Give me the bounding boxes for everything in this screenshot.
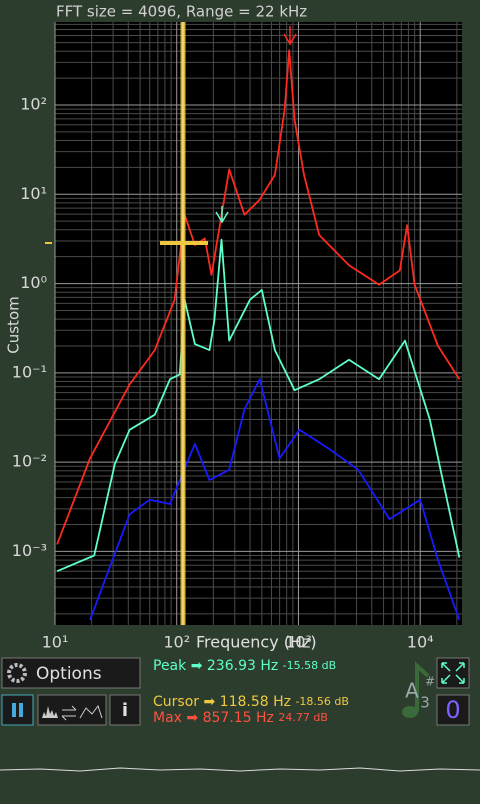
y-tick-label: 10²	[20, 94, 47, 113]
note-indicator: A # 3	[402, 661, 435, 718]
max-freq: 857.15 Hz	[203, 710, 274, 726]
note-octave: 3	[420, 694, 430, 712]
cursor-label: Cursor	[153, 694, 199, 710]
series-lines	[56, 49, 461, 621]
info-label[interactable]: i	[122, 700, 128, 721]
y-tick-label: 10⁻²	[12, 452, 47, 471]
cursor-freq: 118.58 Hz	[220, 694, 291, 710]
wave-icon	[79, 704, 103, 719]
y-tick-label: 10¹	[20, 184, 47, 203]
max-marker	[283, 26, 297, 46]
info-button[interactable]: i	[109, 694, 141, 726]
zoom-icon	[441, 662, 465, 684]
peak-label: Peak	[153, 658, 187, 674]
gear-icon	[7, 663, 27, 683]
axes: 10¹ 10² 10³ 10⁴ 10⁻³ 10⁻² 10⁻¹ 10⁰ 10¹ 10²	[12, 94, 434, 651]
peak-arrow: ➡	[191, 658, 203, 674]
cursor-level: -18.56 dB	[295, 695, 349, 708]
x-tick-label: 10¹	[42, 633, 69, 652]
view-toggle-button[interactable]	[37, 694, 107, 726]
series-line	[89, 378, 461, 621]
reset-button-bg[interactable]	[436, 694, 470, 726]
reset-button[interactable]: 0	[436, 694, 470, 726]
swap-icon	[61, 705, 77, 721]
reset-label[interactable]: 0	[445, 696, 460, 724]
options-button[interactable]: Options	[1, 657, 141, 689]
y-tick-label: 10⁻³	[12, 541, 47, 560]
cursor-readout: Cursor ➡ 118.58 Hz -18.56 dB	[153, 694, 349, 710]
info-button-bg[interactable]	[109, 694, 141, 726]
y-tick-label: 10⁻¹	[12, 362, 47, 381]
pause-bar	[19, 703, 23, 717]
note-stem	[415, 661, 430, 712]
note-accidental: #	[425, 675, 435, 689]
peak-level: -15.58 dB	[283, 659, 337, 672]
note-head	[402, 706, 418, 718]
peak-marker	[215, 206, 229, 224]
max-arrow: ➡	[186, 710, 198, 726]
pause-button-bg[interactable]	[1, 694, 34, 726]
series-line	[56, 238, 461, 573]
pause-bar	[12, 703, 16, 717]
max-label: Max	[153, 710, 182, 726]
zoom-button[interactable]	[436, 657, 470, 689]
title: FFT size = 4096, Range = 22 kHz	[56, 3, 307, 21]
x-tick-label: 10³	[285, 633, 312, 652]
y-tick-label: 10⁰	[20, 273, 47, 292]
options-label[interactable]: Options	[36, 664, 102, 684]
max-level: 24.77 dB	[278, 711, 328, 724]
cursor-arrow: ➡	[203, 694, 215, 710]
peak-readout: Peak ➡ 236.93 Hz -15.58 dB	[153, 658, 336, 674]
series-line	[56, 49, 461, 545]
note-letter: A	[405, 679, 419, 703]
x-tick-label: 10²	[163, 633, 190, 652]
peak-freq: 236.93 Hz	[207, 658, 278, 674]
x-axis-label: Frequency (Hz)	[196, 633, 317, 652]
max-readout: Max ➡ 857.15 Hz 24.77 dB	[153, 710, 328, 726]
pause-button[interactable]	[1, 694, 34, 726]
waveform	[0, 767, 480, 772]
y-axis-label: Custom	[5, 296, 23, 353]
zoom-button-bg[interactable]	[436, 657, 470, 689]
spectrum-icon	[42, 706, 58, 718]
x-tick-label: 10⁴	[407, 633, 434, 652]
